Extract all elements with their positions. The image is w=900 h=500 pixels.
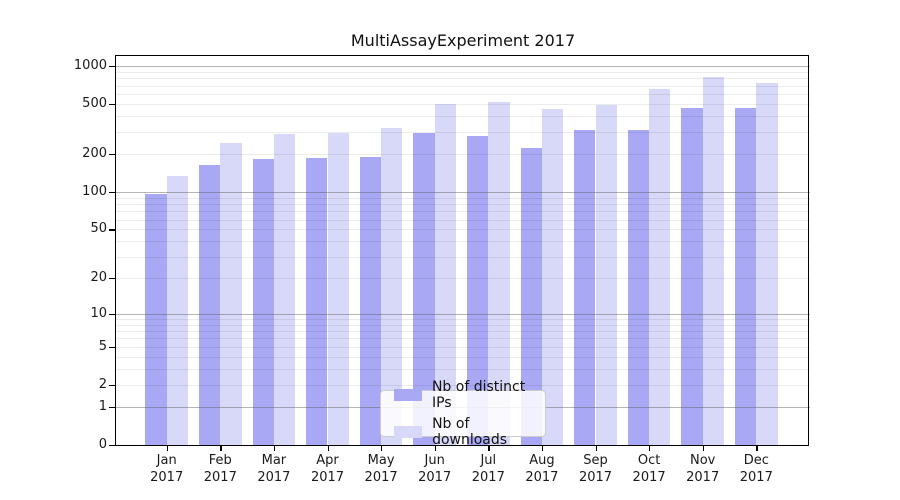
gridline-800 [116,78,810,80]
gridline-5 [116,346,810,348]
x-tick-may [381,446,383,451]
y-tick-2 [109,384,115,387]
gridline-100 [116,191,810,193]
bar-downloads-oct [649,89,671,445]
x-tick-label-nov: Nov 2017 [686,453,720,485]
x-tick-label-jan: Jan 2017 [150,453,184,485]
x-tick-label-sep: Sep 2017 [578,453,613,485]
x-tick-feb [220,446,222,451]
gridline-60 [116,219,810,221]
y-tick-label-10: 10 [90,305,107,321]
y-tick-500 [109,104,115,106]
gridline-10 [116,313,810,315]
y-tick-label-2: 2 [98,376,107,392]
gridline-9 [116,318,810,320]
gridline-500 [116,104,810,105]
gridline-40 [116,241,810,243]
x-tick-label-jun: Jun 2017 [418,453,452,485]
x-tick-oct [649,446,651,451]
legend-swatch-ips-icon [394,389,422,401]
y-tick-label-5: 5 [98,338,107,354]
gridline-300 [116,131,810,133]
x-tick-label-jul: Jul 2017 [471,453,505,485]
gridline-80 [116,203,810,205]
bar-ips-oct [627,130,650,445]
y-tick-label-500: 500 [82,96,107,111]
legend-item-downloads: Nb of downloads [394,416,545,448]
y-tick-label-200: 200 [82,146,107,162]
y-tick-0 [109,445,115,447]
bar-ips-nov [681,108,703,445]
bar-downloads-nov [702,77,725,445]
bar-downloads-mar [273,134,296,445]
bar-ips-may [359,156,382,445]
x-tick-label-mar: Mar 2017 [257,453,291,485]
gridline-3 [116,369,810,370]
y-tick-label-20: 20 [90,270,107,285]
y-tick-1000 [109,66,115,68]
bar-ips-sep [574,130,596,445]
y-tick-1 [109,407,115,409]
y-tick-5 [109,346,115,349]
y-tick-label-1: 1 [98,399,107,414]
y-tick-label-50: 50 [90,221,107,237]
gridline-30 [116,256,810,258]
gridline-20 [116,278,810,279]
legend-label-distinct-ips: Nb of distinct IPs [431,379,526,411]
bar-downloads-apr [327,133,349,445]
chart-title: MultiAssayExperiment 2017 [350,31,576,50]
legend: Nb of distinct IPs Nb of downloads [380,379,546,448]
bar-ips-feb [198,165,221,445]
x-tick-sep [595,446,597,451]
bar-ips-dec [734,108,757,445]
bar-ips-apr [306,158,328,445]
x-tick-label-apr: Apr 2017 [310,453,345,485]
bar-downloads-jan [166,175,189,445]
y-tick-20 [109,278,115,280]
y-tick-10 [109,313,115,315]
bar-downloads-sep [595,105,617,445]
gridline-90 [116,197,810,199]
gridline-600 [116,94,810,95]
bar-downloads-feb [220,143,242,445]
gridline-50 [116,229,810,231]
x-tick-mar [273,446,276,451]
x-tick-label-dec: Dec 2017 [739,453,773,485]
y-tick-200 [109,154,115,156]
gridline-8 [116,324,810,326]
x-tick-label-aug: Aug 2017 [525,453,559,485]
gridline-900 [116,71,810,73]
y-tick-100 [109,191,115,194]
y-tick-50 [109,229,115,231]
gridline-200 [116,154,810,156]
y-tick-label-1000: 1000 [73,58,107,73]
legend-swatch-downloads-icon [394,426,423,438]
x-tick-dec [756,446,758,451]
x-tick-label-oct: Oct 2017 [632,453,666,485]
x-tick-label-may: May 2017 [364,453,398,485]
bar-ips-mar [252,158,274,445]
x-tick-label-feb: Feb 2017 [203,453,237,485]
legend-item-distinct-ips: Nb of distinct IPs [394,379,545,411]
x-tick-nov [702,446,705,451]
x-tick-jan [166,446,169,451]
gridline-70 [116,211,810,213]
gridline-7 [116,330,810,332]
legend-label-downloads: Nb of downloads [432,416,508,448]
gridline-1000 [116,66,810,67]
y-tick-label-0: 0 [98,437,107,452]
gridline-700 [116,85,810,87]
gridline-4 [116,356,810,358]
bar-ips-jan [145,193,167,445]
gridline-6 [116,338,810,340]
x-tick-apr [327,446,329,451]
y-tick-label-100: 100 [82,183,107,199]
bar-downloads-dec [756,83,778,445]
gridline-400 [116,116,810,118]
